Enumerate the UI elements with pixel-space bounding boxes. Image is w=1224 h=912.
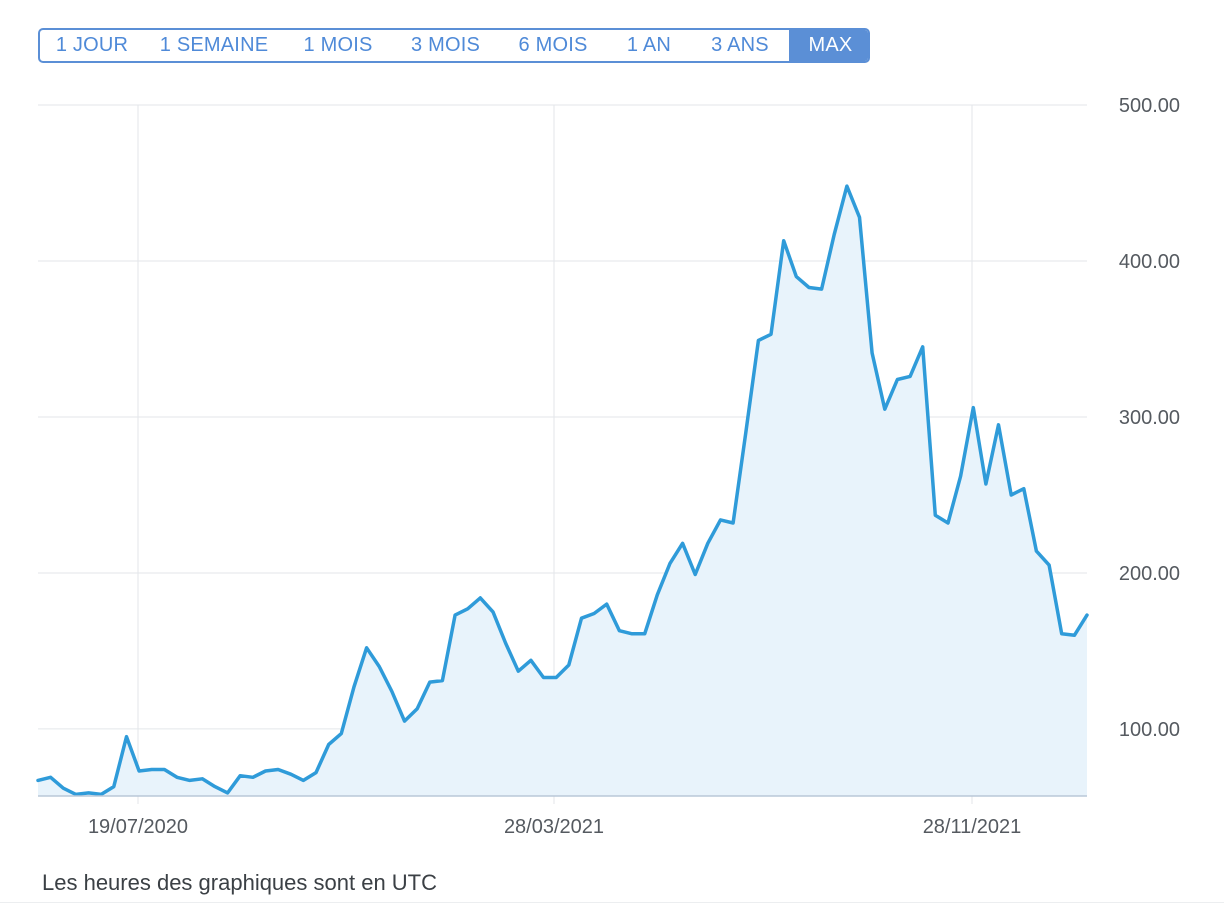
y-tick-label: 100.00 — [1119, 719, 1180, 741]
range-button-6-mois[interactable]: 6 MOIS — [518, 34, 588, 56]
x-tick-label: 19/07/2020 — [88, 816, 188, 838]
price-line — [36, 184, 1089, 797]
y-tick-label: 300.00 — [1119, 407, 1180, 429]
y-tick-label: 200.00 — [1119, 563, 1180, 585]
range-button-1-mois[interactable]: 1 MOIS — [303, 34, 373, 56]
range-button-3-mois[interactable]: 3 MOIS — [411, 34, 480, 56]
timezone-footnote: Les heures des graphiques sont en UTC — [42, 870, 438, 895]
y-tick-label: 500.00 — [1119, 95, 1180, 117]
range-button-3-ans[interactable]: 3 ANS — [711, 34, 769, 56]
tick-labels: 100.00 200.00 300.00 400.00 500.00 19/07/2020… — [88, 95, 1180, 838]
range-button-1-jour[interactable]: 1 JOUR — [55, 34, 129, 56]
range-button-1-an[interactable]: 1 AN — [626, 34, 672, 56]
price-area — [38, 186, 1087, 797]
time-range-selector: 1 JOUR 1 SEMAINE 1 MOIS 3 MOIS 6 MOIS 1 AN 3 A… — [38, 28, 870, 63]
y-tick-label: 400.00 — [1119, 251, 1180, 273]
range-button-1-semaine[interactable]: 1 SEMAINE — [159, 34, 269, 56]
range-button-max[interactable]: MAX — [789, 30, 868, 61]
x-tick-label: 28/03/2021 — [504, 816, 604, 838]
x-tick-label: 28/11/2021 — [923, 816, 1022, 838]
divider — [0, 902, 1224, 903]
